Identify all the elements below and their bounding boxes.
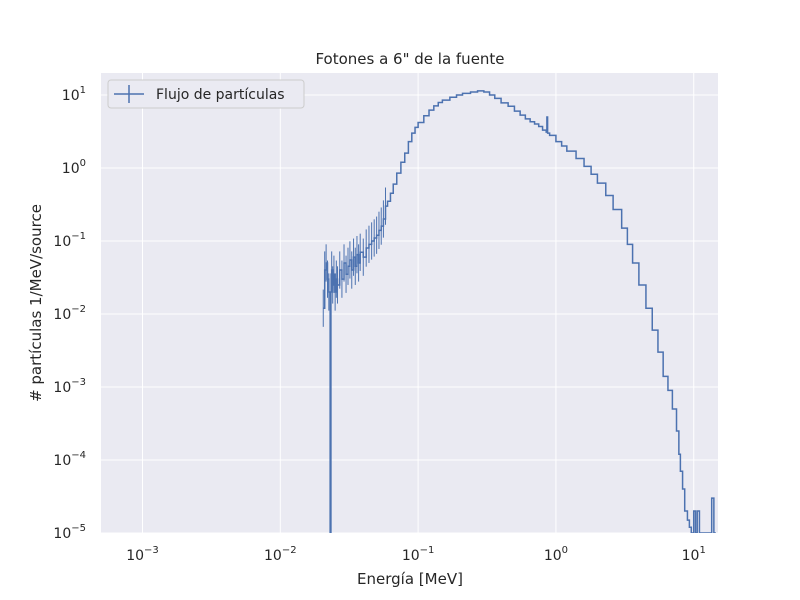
y-gridlines — [101, 94, 718, 534]
legend-box — [107, 79, 305, 109]
y-tick-labels: 10−5 10−4 10−3 10−2 10−1 100 101 — [53, 85, 86, 542]
y-tick-label-2: 10−3 — [53, 377, 86, 396]
x-tick-label-2: 10−1 — [402, 545, 435, 564]
y-tick-label-4: 10−1 — [53, 231, 86, 250]
y-tick-label-5: 100 — [62, 158, 86, 177]
x-tick-label-1: 10−2 — [264, 545, 297, 564]
y-axis-label: # partículas 1/MeV/source — [27, 204, 45, 402]
series-line-0 — [323, 90, 716, 533]
y-tick-label-3: 10−2 — [53, 304, 86, 323]
x-gridlines — [141, 73, 695, 533]
x-tick-labels: 10−3 10−2 10−1 100 101 — [126, 545, 706, 564]
x-tick-label-4: 101 — [682, 545, 706, 564]
x-tick-label-0: 10−3 — [126, 545, 159, 564]
y-tick-label-6: 101 — [62, 85, 86, 104]
x-axis-label: Energía [MeV] — [357, 570, 463, 588]
legend: Flujo de partículas — [107, 79, 305, 109]
x-tick-label-3: 100 — [544, 545, 568, 564]
legend-label: Flujo de partículas — [156, 87, 285, 103]
series-layer — [322, 90, 716, 533]
chart-title: Fotones a 6" de la fuente — [315, 50, 504, 68]
y-tick-label-0: 10−5 — [53, 523, 86, 542]
y-tick-label-1: 10−4 — [53, 450, 86, 469]
plot-background — [101, 73, 718, 533]
